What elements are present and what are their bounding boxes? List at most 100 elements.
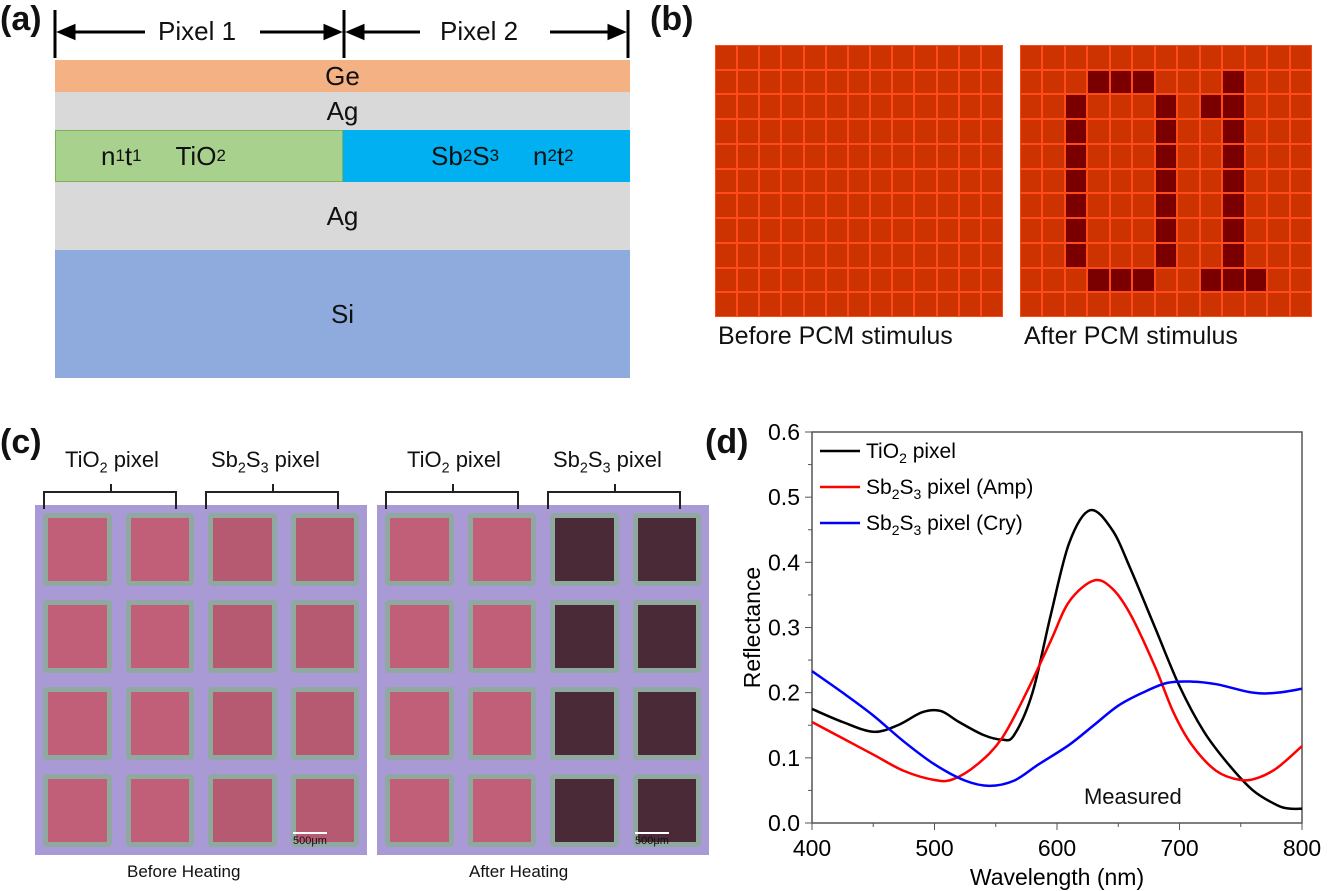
pixel-cell [804,70,825,94]
pixel-cell [716,169,737,193]
pixel-cell [1223,46,1244,69]
pixel-cell [1065,268,1087,292]
pixel-cell [981,169,1002,193]
brace [43,484,177,509]
pixel-cell [1200,268,1222,292]
pixel-cell [981,46,1002,69]
legend-entry: TiO2 pixel [866,440,956,466]
tio2-label: TiO [175,140,217,171]
pixel-cell [1155,144,1177,168]
pixel-cell [782,169,803,193]
pixel-cell [782,95,803,119]
label-part: 2 [99,460,108,477]
pixel-cell [1178,293,1199,316]
pixel-cell [716,70,737,94]
pixel-cell [959,194,980,218]
panel-label-b: (b) [650,0,694,38]
s-sub: 3 [489,146,499,165]
after-caption: After PCM stimulus [1024,322,1238,350]
pixel-cell [826,95,847,119]
pixel-cell [804,120,825,143]
y-tick-label: 0.0 [768,810,800,836]
pixel-cell [804,194,825,218]
legend-sub: 2 [892,486,900,502]
pixel-square [43,774,112,847]
pixel-cell [1133,144,1154,168]
pixel1-label: Pixel 1 [158,16,237,46]
brace [547,484,681,509]
pixel-cell [848,46,870,69]
pixel-cell [1223,144,1244,168]
pixel-cell [738,144,759,168]
reflectance-chart: 400 500 600 700 800 0.0 0.1 0.2 0.3 0.4 0.5 0.6 Wave… [740,420,1321,890]
pixel-cell [1268,120,1289,143]
ag-top-layer: Ag [55,92,630,130]
legend-entry: Sb2S3 pixel (Amp) [866,476,1033,502]
pixel-cell [1110,120,1132,143]
chart-annotation: Measured [1083,784,1182,810]
brace [385,484,519,509]
pixel-cell [1200,219,1222,242]
pixel-cell [1155,95,1177,119]
pixel-cell [1065,194,1087,218]
before-caption: Before PCM stimulus [718,322,953,350]
pixel-cell [915,169,936,193]
legend-sub: 3 [914,486,922,502]
label-part: pixel [107,447,159,472]
pixel-cell [1245,46,1267,69]
pixel-cell [1065,169,1087,193]
pixel-cell [1155,243,1177,267]
pixel-cell [782,46,803,69]
pixel-cell [1043,70,1064,94]
x-tick-label: 600 [1038,835,1076,861]
pixel-cell [1290,219,1311,242]
pixel-cell [738,169,759,193]
pixel-cell [915,293,936,316]
pixel-cell [1088,144,1109,168]
tio2-pixel-label: TiO2 pixel [407,447,501,476]
label-part: S [587,447,603,472]
pixel-cell [1065,219,1087,242]
pixel-cell [760,194,781,218]
pixel-cell [1088,169,1109,193]
label-part: 2 [237,460,246,477]
pixel-cell [1043,120,1064,143]
pixel-cell [1155,194,1177,218]
t2-sub: 2 [564,146,574,165]
pixel-cell [1200,293,1222,316]
series-line-1 [811,578,1303,783]
pixel-cell [1245,219,1267,242]
pixel-cell [738,219,759,242]
pixel-cell [1223,70,1244,94]
n2-sub: 2 [547,146,557,165]
pixel-cell [848,120,870,143]
pixel-cell [871,46,892,69]
label-part: 2 [579,460,588,477]
pixel-square [467,513,536,586]
pixel-cell [915,95,936,119]
pixel-cell [959,169,980,193]
pixel-cell [1110,293,1132,316]
pixel-cell [1088,243,1109,267]
x-tick-label: 700 [1160,835,1198,861]
pixel-cell [1043,46,1064,69]
pixel-cell [981,243,1002,267]
pixel-cell [1268,243,1289,267]
pixel-cell [1021,268,1042,292]
pixel-cell [1200,243,1222,267]
pixel-cell [1223,293,1244,316]
legend-sub: 2 [892,522,900,538]
pixel-cell [1065,144,1087,168]
pixel-cell [1178,46,1199,69]
pixel-square [208,774,277,847]
pixel-square [290,600,359,673]
n1-sub: 1 [115,146,125,165]
pixel-cell [1178,268,1199,292]
y-axis-label: Reflectance [740,567,765,688]
pixel-cell [760,268,781,292]
pixel-cell [1200,95,1222,119]
pixel-cell [981,70,1002,94]
micrograph-after [377,505,709,855]
pixel-cell [804,95,825,119]
pixel-cell [1155,46,1177,69]
